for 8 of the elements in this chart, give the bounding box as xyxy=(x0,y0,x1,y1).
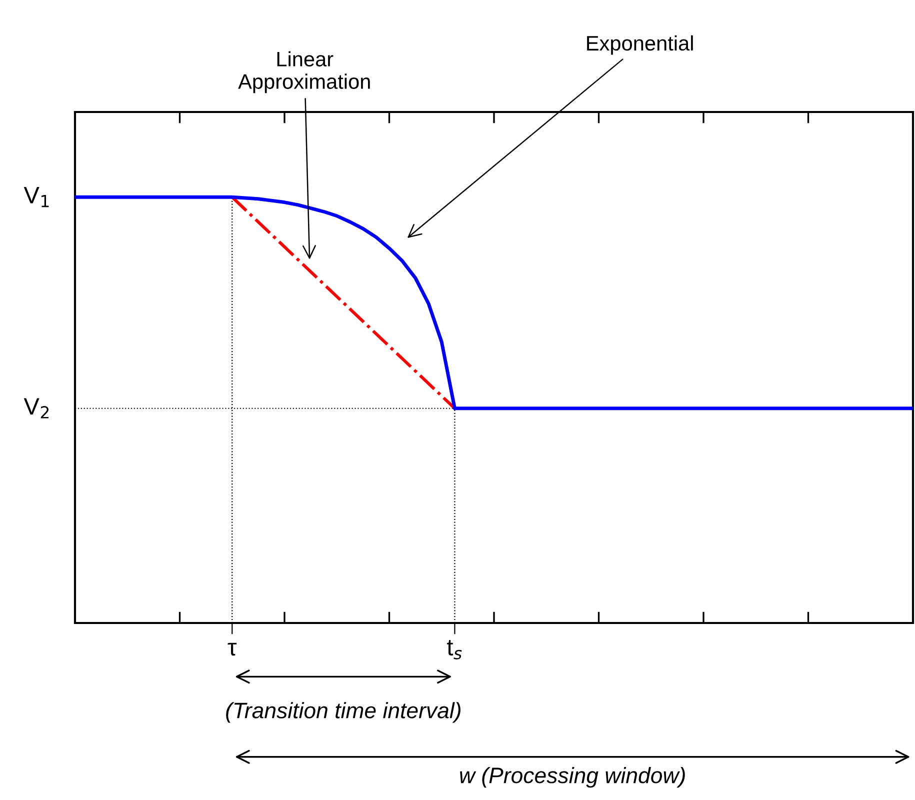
text: (Transition time interval) xyxy=(226,702,460,723)
x-tick-label: τ xyxy=(228,642,237,656)
text: Exponential xyxy=(587,35,693,55)
text: V$_{1}$ xyxy=(24,186,49,208)
text: Linear Approximation xyxy=(238,51,370,94)
x-tick-label: t$_{s}$ xyxy=(447,640,462,660)
ref-line-label: V$_{2}$ xyxy=(24,398,49,418)
text: w (Processing window) xyxy=(460,766,685,788)
